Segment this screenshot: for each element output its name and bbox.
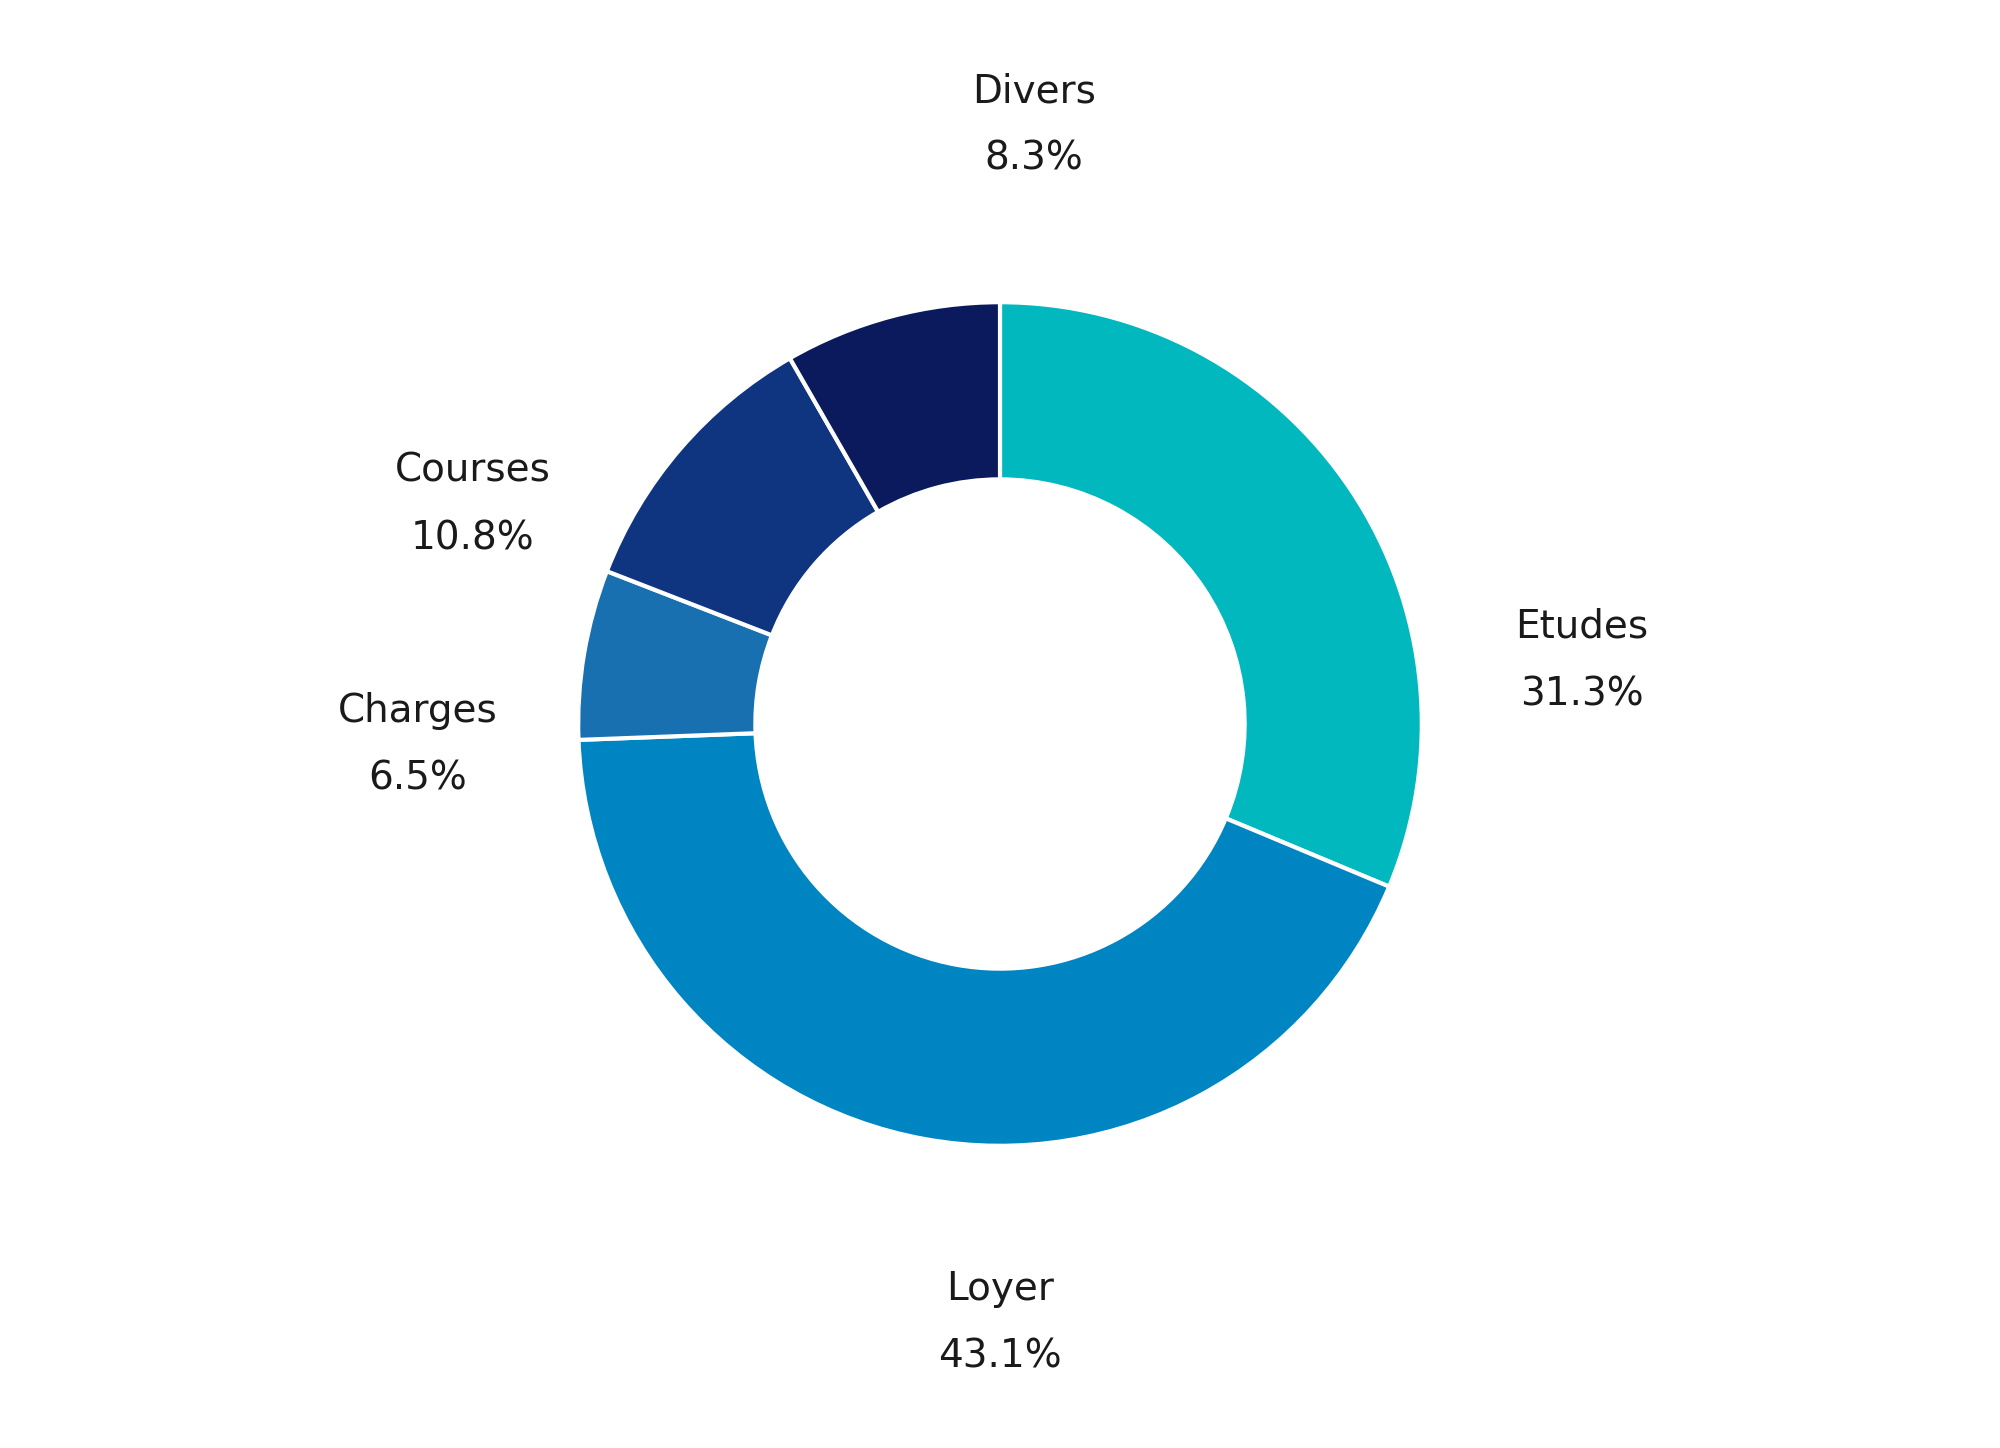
Text: 6.5%: 6.5% xyxy=(368,760,468,798)
Text: Courses: Courses xyxy=(394,452,550,489)
Text: 10.8%: 10.8% xyxy=(410,520,534,557)
Text: 8.3%: 8.3% xyxy=(984,140,1084,178)
Wedge shape xyxy=(790,303,1000,513)
Text: 43.1%: 43.1% xyxy=(938,1338,1062,1376)
Text: 31.3%: 31.3% xyxy=(1520,675,1644,714)
Wedge shape xyxy=(578,733,1390,1145)
Text: Divers: Divers xyxy=(972,72,1096,110)
Wedge shape xyxy=(1000,303,1422,886)
Text: Charges: Charges xyxy=(338,692,498,730)
Text: Etudes: Etudes xyxy=(1516,608,1648,646)
Wedge shape xyxy=(606,358,878,636)
Text: Loyer: Loyer xyxy=(946,1270,1054,1308)
Wedge shape xyxy=(578,571,772,740)
